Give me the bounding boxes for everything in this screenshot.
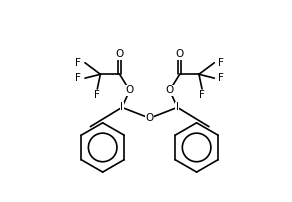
Text: F: F [75,73,81,83]
Text: F: F [218,73,224,83]
Text: I: I [176,102,179,112]
Text: F: F [75,58,81,68]
Text: O: O [116,49,124,59]
Text: F: F [199,90,205,100]
Text: I: I [120,102,124,112]
Text: O: O [175,49,184,59]
Text: O: O [166,85,174,96]
Text: O: O [126,85,134,96]
Text: F: F [218,58,224,68]
Text: O: O [145,113,154,123]
Text: F: F [94,90,100,100]
